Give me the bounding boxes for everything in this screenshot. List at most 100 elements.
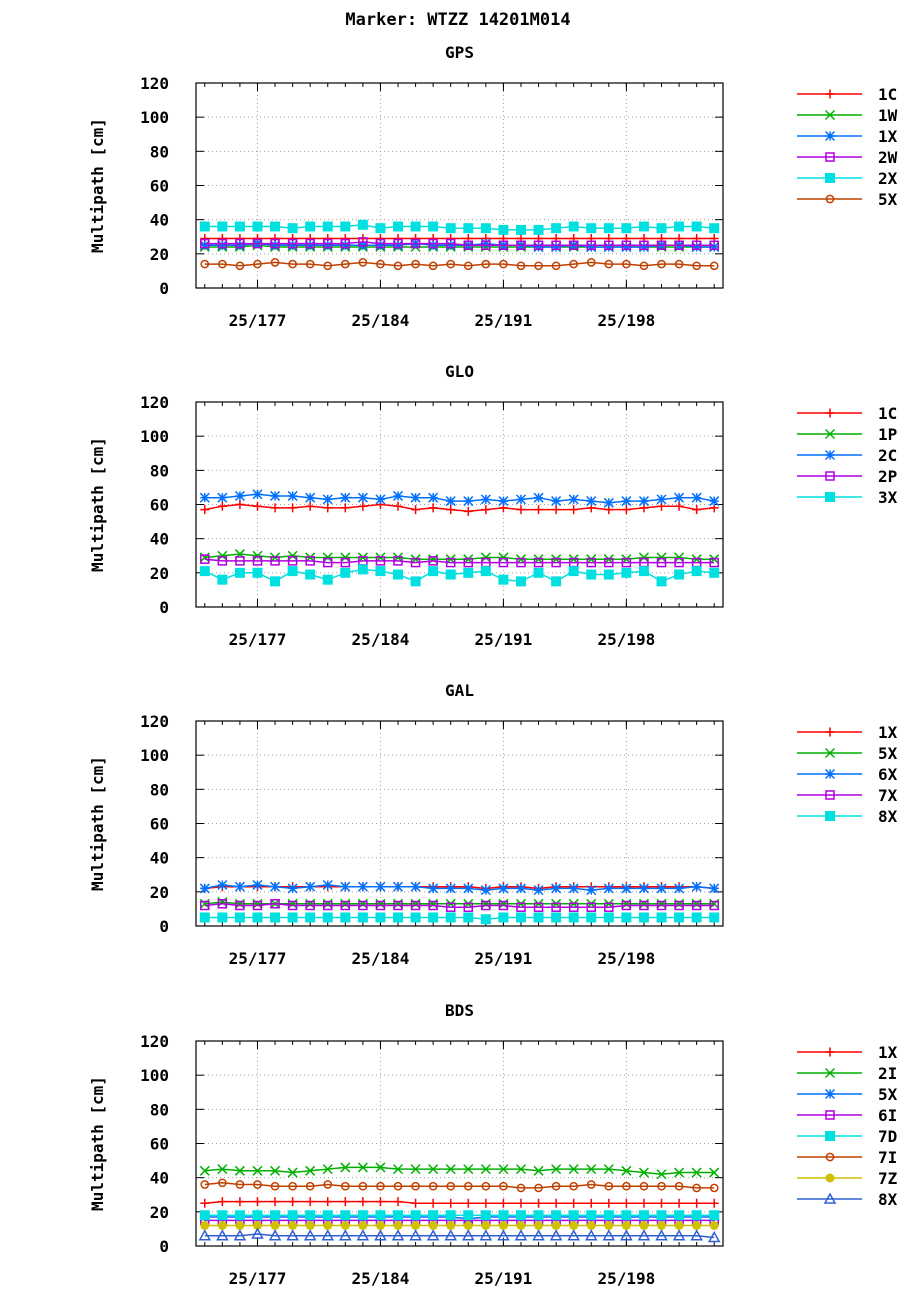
data-point — [358, 501, 368, 511]
series-bds-2i-line — [204, 1166, 715, 1176]
plot-frame — [195, 401, 724, 608]
data-point — [639, 1221, 649, 1230]
data-point — [674, 883, 685, 894]
data-point — [638, 221, 649, 232]
data-point — [217, 240, 228, 251]
data-point — [498, 496, 509, 507]
data-point — [444, 1229, 457, 1241]
data-point — [533, 902, 544, 912]
data-point — [532, 1229, 545, 1241]
y-axis-label: Multipath [cm] — [88, 437, 107, 572]
data-point — [428, 1164, 439, 1175]
data-point — [481, 505, 491, 515]
data-point — [270, 503, 280, 513]
y-tick-label: 120 — [140, 1032, 169, 1051]
y-tick-label: 100 — [140, 1066, 169, 1085]
data-point — [323, 1180, 333, 1189]
y-axis-label: Multipath [cm] — [88, 118, 107, 253]
data-point — [287, 912, 298, 923]
data-point — [498, 557, 509, 568]
data-point — [463, 261, 473, 271]
legend-label: 6I — [878, 1106, 897, 1125]
data-point — [303, 1229, 317, 1241]
data-point — [339, 1229, 352, 1241]
data-point — [603, 1164, 614, 1175]
data-point — [481, 240, 491, 251]
legend-marker — [824, 449, 836, 461]
data-point — [586, 1180, 596, 1189]
chart-panel-glo: GLO 0 20 40 60 80 100 120 25/177 25/184 25/191 25/1… — [88, 362, 898, 649]
data-point — [428, 1181, 438, 1191]
data-point — [516, 557, 526, 568]
data-point — [340, 900, 351, 911]
data-point — [656, 1169, 667, 1180]
legend-marker — [825, 152, 835, 162]
data-point — [252, 912, 263, 923]
y-tick-label: 0 — [159, 279, 169, 298]
data-point — [340, 1197, 350, 1207]
data-point — [251, 1227, 264, 1239]
data-point — [340, 552, 351, 563]
y-tick-label: 60 — [150, 1135, 169, 1154]
data-point — [200, 1180, 210, 1189]
data-point — [375, 238, 386, 249]
data-point — [621, 900, 632, 911]
x-tick-label: 25/177 — [229, 311, 287, 330]
data-point — [551, 1164, 562, 1175]
data-point — [217, 556, 228, 566]
data-point — [322, 552, 333, 563]
data-point — [621, 1198, 631, 1208]
data-point — [357, 1210, 368, 1221]
data-point — [568, 1210, 579, 1221]
data-point — [393, 569, 404, 580]
legend-label: 1P — [878, 425, 897, 444]
series-glo-3x-line — [204, 568, 715, 583]
legend-marker — [825, 1173, 835, 1183]
data-point — [322, 1210, 333, 1221]
data-point — [340, 240, 351, 251]
data-point — [426, 1229, 440, 1241]
data-point — [411, 1181, 420, 1191]
x-tick-label: 25/198 — [597, 311, 655, 330]
data-point — [463, 1221, 473, 1230]
legend-entry-glo-1c: 1C — [797, 404, 897, 423]
data-point — [393, 900, 403, 911]
x-tick-label: 25/184 — [352, 949, 410, 968]
data-point — [621, 912, 632, 923]
series-glo-2c-line — [204, 493, 715, 504]
data-point — [691, 1210, 702, 1221]
data-point — [322, 221, 333, 232]
data-point — [270, 1210, 281, 1221]
data-point — [674, 1198, 684, 1208]
data-point — [305, 556, 315, 566]
data-point — [691, 241, 702, 253]
data-point — [551, 912, 562, 923]
data-point — [358, 237, 368, 247]
data-point — [639, 261, 649, 271]
y-tick-label: 100 — [140, 427, 169, 446]
data-point — [376, 1181, 385, 1191]
data-point — [428, 1221, 438, 1230]
data-point — [621, 241, 632, 253]
legend-marker — [825, 727, 835, 737]
data-point — [428, 1210, 439, 1221]
data-point — [674, 1167, 685, 1178]
data-point — [428, 883, 439, 894]
y-tick-label: 60 — [150, 815, 169, 834]
data-point — [533, 241, 544, 253]
legend-label: 5X — [878, 744, 898, 763]
series-gal-6x — [199, 879, 720, 896]
data-point — [410, 557, 421, 568]
data-point — [481, 900, 491, 911]
data-point — [463, 902, 474, 912]
data-point — [691, 1167, 702, 1178]
data-point — [235, 1197, 245, 1207]
data-point — [217, 221, 228, 232]
data-point — [481, 259, 491, 269]
data-point — [428, 912, 439, 923]
data-point — [621, 496, 632, 507]
legend-entry-bds-8x: 8X — [797, 1190, 898, 1209]
data-point — [287, 566, 298, 577]
data-point — [656, 912, 667, 923]
data-point — [515, 224, 526, 235]
